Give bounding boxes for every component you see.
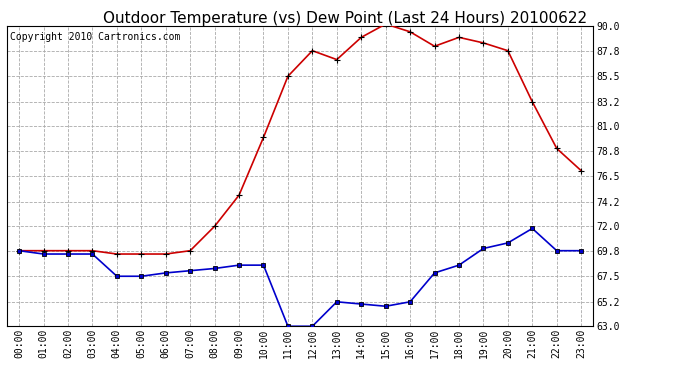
Text: Copyright 2010 Cartronics.com: Copyright 2010 Cartronics.com: [10, 32, 180, 42]
Text: Outdoor Temperature (vs) Dew Point (Last 24 Hours) 20100622: Outdoor Temperature (vs) Dew Point (Last…: [103, 11, 587, 26]
